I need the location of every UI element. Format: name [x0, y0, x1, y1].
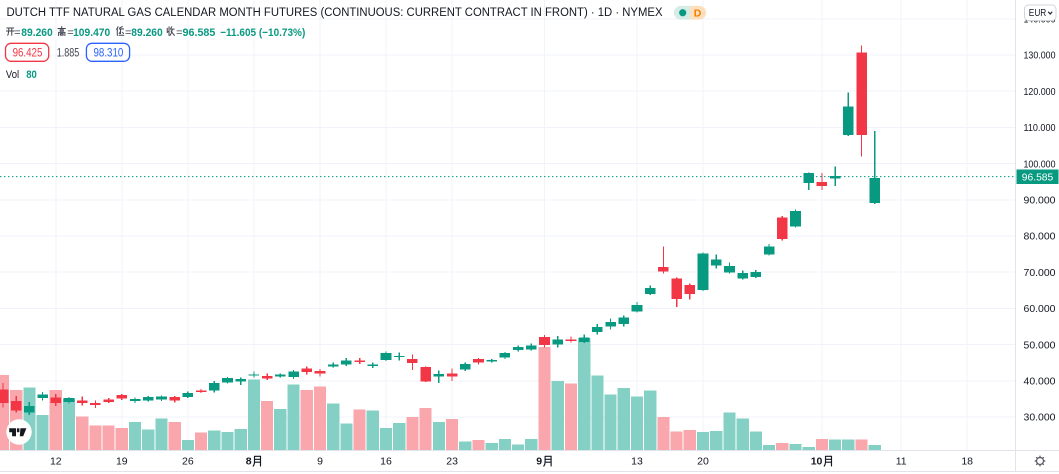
svg-text:9: 9: [317, 455, 323, 467]
svg-text:16: 16: [380, 455, 392, 467]
svg-text:50.000: 50.000: [1024, 340, 1056, 351]
svg-text:60.000: 60.000: [1024, 304, 1056, 315]
svg-text:1.885: 1.885: [57, 48, 80, 60]
svg-text:9: 9: [536, 455, 542, 467]
svg-text:12: 12: [50, 455, 62, 467]
svg-text:D: D: [694, 8, 702, 20]
svg-text:90.000: 90.000: [1024, 196, 1056, 207]
svg-text:11: 11: [896, 455, 907, 467]
svg-text:40.000: 40.000: [1024, 377, 1056, 388]
svg-text:96.585: 96.585: [183, 27, 216, 39]
svg-text:20: 20: [697, 455, 709, 467]
svg-text:=: =: [125, 27, 131, 39]
svg-text:8: 8: [246, 455, 252, 467]
svg-text:70.000: 70.000: [1024, 268, 1056, 279]
svg-text:96.585: 96.585: [1022, 172, 1054, 183]
svg-text:130.000: 130.000: [1024, 51, 1056, 62]
svg-text:80.000: 80.000: [1024, 232, 1056, 243]
svg-text:100.000: 100.000: [1024, 159, 1056, 170]
svg-text:10: 10: [811, 455, 823, 467]
svg-text:13: 13: [631, 455, 643, 467]
svg-text:EUR: EUR: [1029, 8, 1047, 19]
svg-text:96.425: 96.425: [13, 48, 43, 60]
svg-text:30.000: 30.000: [1024, 413, 1056, 424]
svg-text:80: 80: [26, 69, 37, 81]
svg-text:DUTCH TTF NATURAL GAS CALENDAR: DUTCH TTF NATURAL GAS CALENDAR MONTH FUT…: [7, 5, 663, 19]
svg-text:=: =: [67, 27, 73, 39]
svg-text:109.470: 109.470: [73, 27, 110, 39]
svg-text:26: 26: [182, 455, 194, 467]
svg-text:110.000: 110.000: [1024, 123, 1056, 134]
svg-text:98.310: 98.310: [94, 48, 124, 60]
svg-text:89.260: 89.260: [131, 27, 162, 39]
svg-text:=: =: [176, 27, 182, 39]
svg-text:23: 23: [446, 455, 458, 467]
svg-text:18: 18: [961, 455, 973, 467]
svg-text:=: =: [14, 27, 20, 39]
svg-text:Vol: Vol: [6, 69, 19, 81]
svg-text:−11.605 (−10.73%): −11.605 (−10.73%): [220, 27, 305, 39]
svg-text:19: 19: [116, 455, 128, 467]
svg-text:120.000: 120.000: [1024, 87, 1056, 98]
svg-text:89.260: 89.260: [21, 27, 52, 39]
